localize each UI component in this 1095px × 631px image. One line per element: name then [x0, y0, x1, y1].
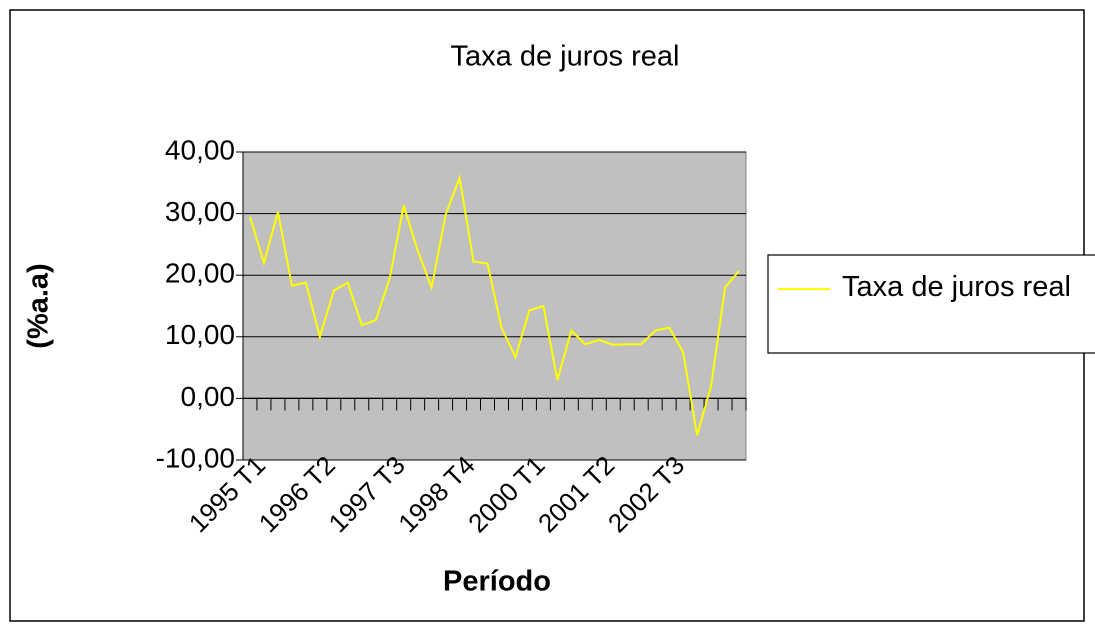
y-axis-title: (%a.a): [23, 263, 55, 348]
y-tick-label: 10,00: [165, 319, 235, 350]
y-tick-label: 20,00: [165, 258, 235, 289]
data-line: [249, 174, 740, 436]
y-tick-label: -10,00: [156, 442, 235, 473]
y-tick-label: 40,00: [165, 134, 235, 165]
y-tick-label: 30,00: [165, 196, 235, 227]
legend-box: [767, 254, 1095, 354]
plot-area: [242, 151, 747, 461]
legend-label: Taxa de juros real: [842, 271, 1071, 303]
y-tick-label: 0,00: [181, 381, 236, 412]
chart-title: Taxa de juros real: [451, 41, 680, 73]
x-axis-title: Período: [443, 566, 551, 598]
